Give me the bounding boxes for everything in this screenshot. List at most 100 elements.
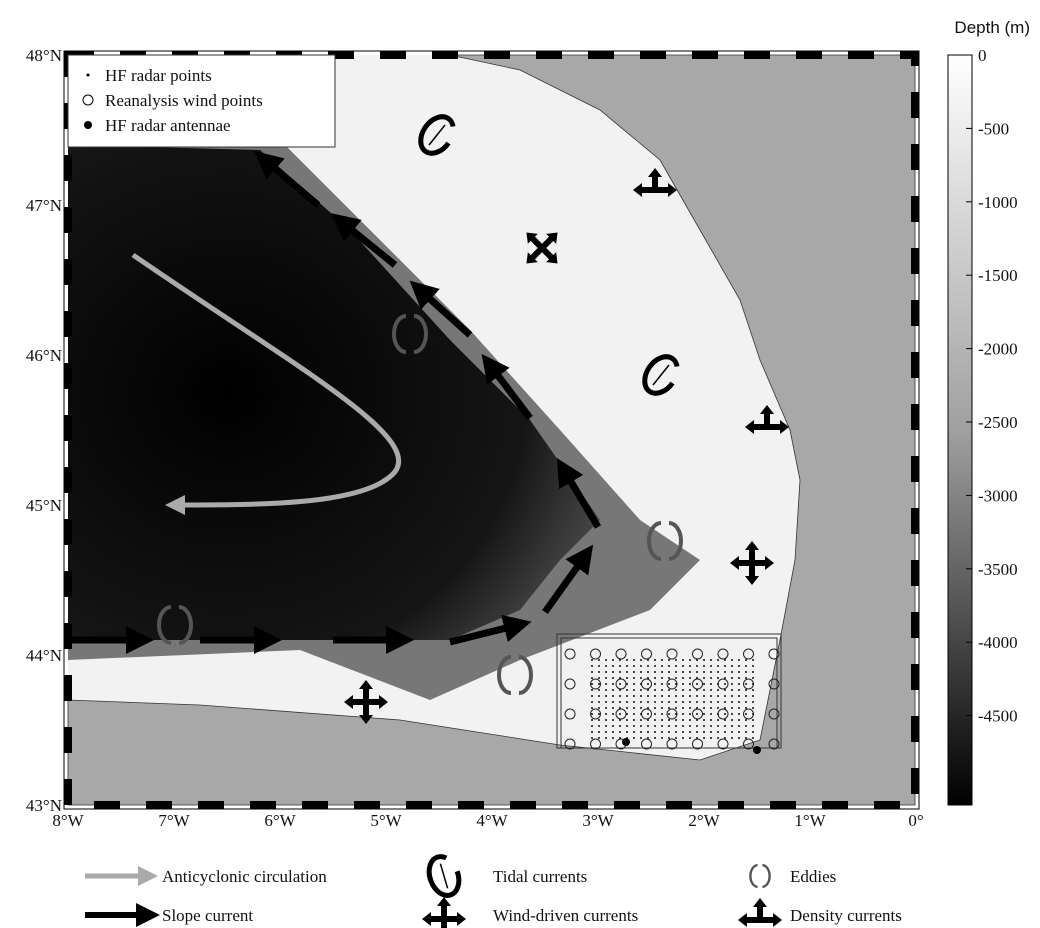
radar-point bbox=[703, 701, 705, 703]
radar-point bbox=[682, 683, 684, 685]
radar-point bbox=[731, 731, 733, 733]
radar-point bbox=[745, 695, 747, 697]
radar-point bbox=[619, 671, 621, 673]
radar-point bbox=[682, 689, 684, 691]
radar-point bbox=[654, 713, 656, 715]
radar-point bbox=[675, 689, 677, 691]
radar-point bbox=[605, 683, 607, 685]
radar-point bbox=[738, 659, 740, 661]
radar-point bbox=[738, 725, 740, 727]
wind-point bbox=[590, 678, 601, 690]
radar-point bbox=[619, 665, 621, 667]
radar-point bbox=[731, 689, 733, 691]
radar-point bbox=[654, 725, 656, 727]
radar-point bbox=[605, 695, 607, 697]
radar-point bbox=[598, 713, 600, 715]
radar-point bbox=[619, 677, 621, 679]
radar-point bbox=[640, 713, 642, 715]
radar-point bbox=[654, 737, 656, 739]
radar-point bbox=[661, 725, 663, 727]
radar-point bbox=[640, 737, 642, 739]
legend-label: Eddies bbox=[790, 867, 836, 886]
radar-point bbox=[752, 677, 754, 679]
wind-point bbox=[564, 678, 576, 690]
radar-point bbox=[633, 731, 635, 733]
radar-point bbox=[745, 713, 747, 715]
radar-point bbox=[703, 665, 705, 667]
lon-label: 3°W bbox=[582, 811, 614, 830]
radar-point bbox=[598, 731, 600, 733]
radar-point bbox=[710, 731, 712, 733]
radar-point bbox=[668, 689, 670, 691]
radar-point bbox=[647, 695, 649, 697]
colorbar-tick-label: 0 bbox=[978, 46, 987, 65]
radar-point bbox=[703, 731, 705, 733]
radar-point bbox=[717, 731, 719, 733]
radar-point bbox=[654, 707, 656, 709]
radar-point bbox=[619, 683, 621, 685]
radar-point bbox=[675, 707, 677, 709]
radar-point bbox=[717, 719, 719, 721]
radar-point bbox=[647, 713, 649, 715]
radar-point bbox=[689, 695, 691, 697]
radar-point bbox=[654, 731, 656, 733]
radar-point bbox=[647, 725, 649, 727]
wind-point bbox=[564, 708, 576, 720]
radar-point bbox=[724, 707, 726, 709]
radar-point bbox=[682, 737, 684, 739]
map bbox=[67, 54, 916, 806]
radar-point bbox=[633, 689, 635, 691]
radar-point bbox=[696, 731, 698, 733]
radar-point bbox=[591, 659, 593, 661]
radar-point bbox=[640, 683, 642, 685]
wind-point bbox=[615, 738, 627, 750]
radar-point bbox=[682, 665, 684, 667]
radar-point bbox=[612, 659, 614, 661]
radar-point bbox=[668, 707, 670, 709]
radar-point bbox=[626, 689, 628, 691]
radar-point bbox=[745, 737, 747, 739]
radar-point bbox=[710, 725, 712, 727]
radar-point bbox=[724, 731, 726, 733]
radar-point bbox=[605, 725, 607, 727]
colorbar-tick-label: -500 bbox=[978, 119, 1009, 138]
radar-point bbox=[689, 737, 691, 739]
radar-point bbox=[682, 707, 684, 709]
colorbar-tick-label: -2500 bbox=[978, 413, 1018, 432]
radar-point bbox=[724, 659, 726, 661]
radar-point bbox=[738, 677, 740, 679]
radar-point bbox=[675, 695, 677, 697]
radar-point bbox=[668, 725, 670, 727]
radar-point bbox=[689, 671, 691, 673]
radar-point bbox=[710, 683, 712, 685]
radar-point bbox=[626, 713, 628, 715]
radar-point bbox=[633, 683, 635, 685]
radar-point bbox=[591, 665, 593, 667]
radar-point bbox=[668, 677, 670, 679]
radar-point bbox=[626, 707, 628, 709]
radar-point bbox=[717, 677, 719, 679]
radar-point bbox=[626, 725, 628, 727]
lon-label: 2°W bbox=[688, 811, 720, 830]
wind-point bbox=[564, 648, 576, 660]
radar-point bbox=[710, 701, 712, 703]
colorbar-tick-label: -3500 bbox=[978, 560, 1018, 579]
radar-point bbox=[626, 737, 628, 739]
radar-point bbox=[626, 677, 628, 679]
radar-point bbox=[689, 719, 691, 721]
radar-point bbox=[591, 689, 593, 691]
radar-point bbox=[738, 695, 740, 697]
radar-point bbox=[752, 731, 754, 733]
radar-point bbox=[703, 671, 705, 673]
radar-point bbox=[731, 695, 733, 697]
radar-point bbox=[647, 737, 649, 739]
radar-point bbox=[633, 725, 635, 727]
radar-point bbox=[745, 659, 747, 661]
radar-point bbox=[738, 671, 740, 673]
radar-point bbox=[689, 707, 691, 709]
radar-point bbox=[710, 695, 712, 697]
wind-point bbox=[590, 738, 601, 750]
radar-point bbox=[752, 737, 754, 739]
lat-label: 44°N bbox=[26, 646, 62, 665]
radar-point bbox=[591, 719, 593, 721]
